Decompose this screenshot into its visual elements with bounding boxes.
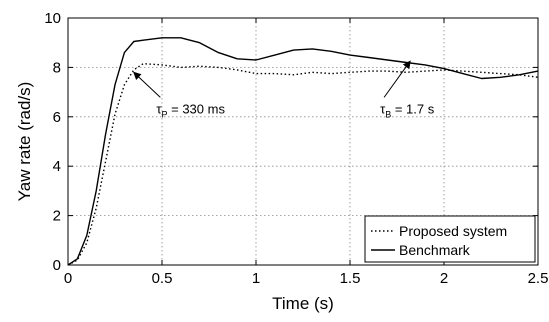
y-tick-label: 10	[44, 10, 61, 27]
x-tick-label: 2.5	[528, 270, 549, 287]
legend-box	[364, 215, 536, 263]
x-tick-label: 1	[252, 270, 260, 287]
y-tick-label: 2	[53, 208, 61, 225]
annotation-label: τP = 330 ms	[156, 101, 225, 119]
annotation-arrow	[383, 60, 411, 98]
x-tick-label: 2	[440, 270, 448, 287]
plot-frame	[67, 17, 539, 266]
y-tick-label: 0	[53, 257, 61, 274]
legend: Proposed system Benchmark	[364, 215, 536, 263]
y-tick-label: 4	[53, 158, 61, 175]
legend-entry: Proposed system	[399, 223, 507, 239]
tick-group: 0 0.5 1 1.5 2 2.5 0 2 4 6 8 10	[44, 10, 548, 287]
series-line-benchmark	[67, 37, 539, 266]
x-axis-title: Time (s)	[272, 294, 334, 313]
series-line-proposed-system	[67, 63, 539, 266]
y-axis-title: Yaw rate (rad/s)	[15, 82, 34, 202]
grid-lines	[68, 18, 538, 265]
annotation-group: τP = 330 ms τB = 1.7 s	[133, 60, 435, 119]
x-tick-label: 1.5	[340, 270, 361, 287]
y-tick-label: 6	[53, 109, 61, 126]
series-group	[67, 37, 539, 266]
x-tick-label: 0.5	[152, 270, 173, 287]
y-tick-label: 8	[53, 59, 61, 76]
annotation-arrow	[133, 71, 161, 98]
legend-entry: Benchmark	[399, 242, 471, 258]
annotation-label: τB = 1.7 s	[380, 101, 435, 119]
x-tick-label: 0	[64, 270, 72, 287]
